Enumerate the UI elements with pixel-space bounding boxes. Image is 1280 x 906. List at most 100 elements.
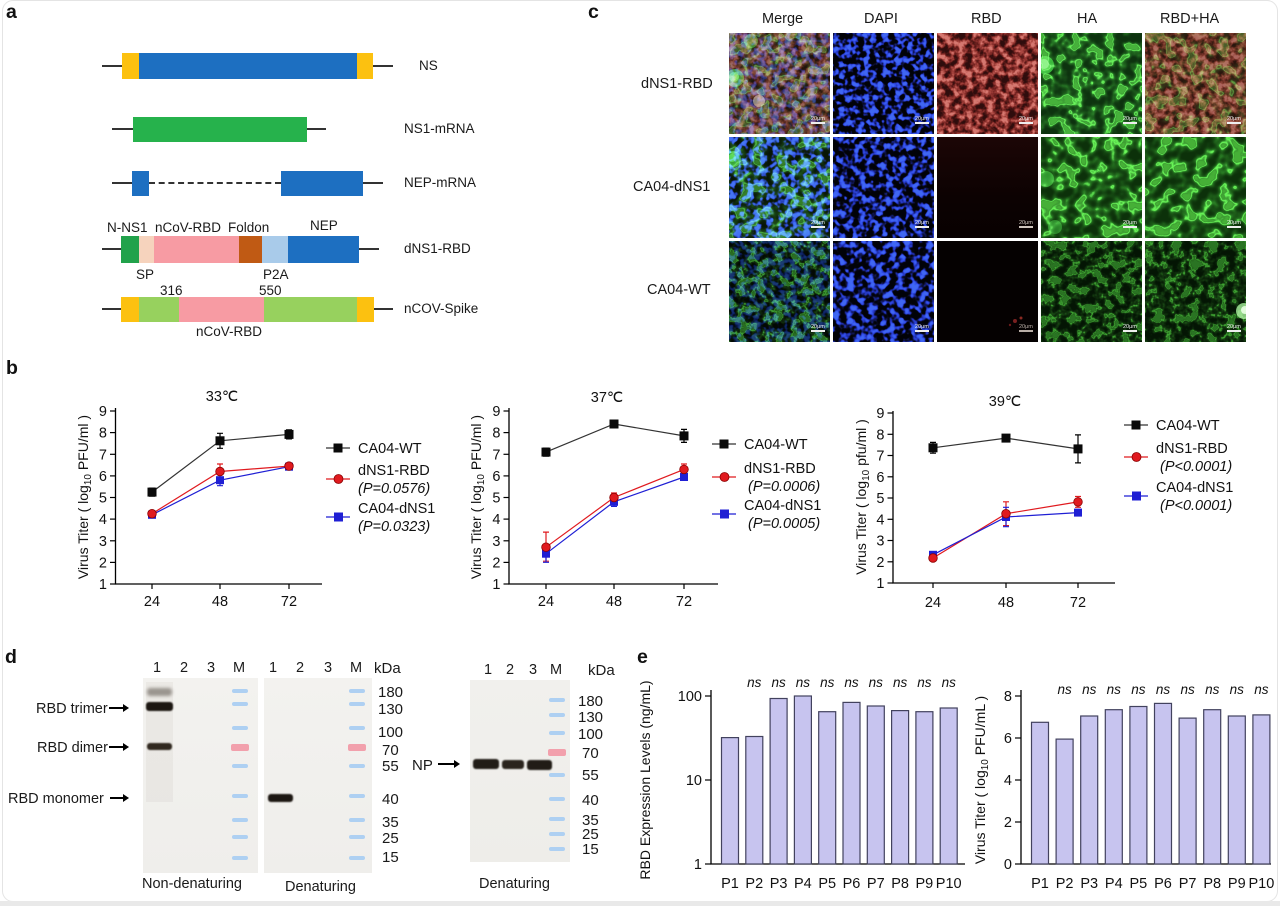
- svg-text:(P=0.0576): (P=0.0576): [358, 481, 430, 497]
- svg-text:RBD Expression Levels (ng/mL): RBD Expression Levels (ng/mL): [637, 680, 653, 879]
- svg-text:Virus Titer ( log10 PFU/ml ): Virus Titer ( log10 PFU/ml ): [75, 415, 94, 579]
- svg-text:20μm: 20μm: [1019, 324, 1033, 330]
- svg-text:6: 6: [1004, 731, 1012, 747]
- svg-text:ns: ns: [869, 675, 884, 690]
- svg-text:dNS1-RBD: dNS1-RBD: [1156, 441, 1228, 457]
- svg-text:2: 2: [1004, 815, 1012, 831]
- svg-text:(P<0.0001): (P<0.0001): [1160, 498, 1232, 514]
- svg-text:2: 2: [876, 555, 884, 571]
- svg-text:P7: P7: [867, 876, 885, 892]
- svg-text:24: 24: [925, 595, 941, 611]
- svg-text:P8: P8: [891, 876, 909, 892]
- svg-text:P5: P5: [1130, 876, 1148, 892]
- svg-text:ns: ns: [771, 675, 786, 690]
- svg-text:10: 10: [686, 773, 702, 789]
- svg-text:1: 1: [492, 577, 500, 593]
- svg-text:ns: ns: [844, 675, 859, 690]
- svg-text:ns: ns: [796, 675, 811, 690]
- svg-text:39℃: 39℃: [989, 394, 1021, 410]
- svg-text:ns: ns: [1156, 682, 1171, 697]
- svg-text:20μm: 20μm: [811, 220, 825, 226]
- svg-text:(P<0.0001): (P<0.0001): [1160, 459, 1232, 475]
- svg-text:ns: ns: [917, 675, 932, 690]
- svg-text:7: 7: [99, 447, 107, 463]
- svg-text:CA04-dNS1: CA04-dNS1: [358, 501, 435, 517]
- svg-text:0: 0: [1004, 857, 1012, 873]
- svg-text:8: 8: [492, 426, 500, 442]
- svg-text:1: 1: [694, 857, 702, 873]
- svg-text:ns: ns: [1230, 682, 1245, 697]
- svg-text:dNS1-RBD: dNS1-RBD: [744, 461, 816, 477]
- svg-text:P9: P9: [1228, 876, 1246, 892]
- svg-text:20μm: 20μm: [811, 116, 825, 122]
- svg-text:Virus Titer ( log10 pfu/ml ): Virus Titer ( log10 pfu/ml ): [853, 419, 872, 575]
- svg-text:ns: ns: [1205, 682, 1220, 697]
- svg-text:20μm: 20μm: [1019, 220, 1033, 226]
- svg-text:1: 1: [876, 576, 884, 592]
- svg-text:P5: P5: [818, 876, 836, 892]
- svg-text:37℃: 37℃: [591, 390, 623, 406]
- svg-text:72: 72: [1070, 595, 1086, 611]
- svg-text:CA04-dNS1: CA04-dNS1: [744, 498, 821, 514]
- svg-text:ns: ns: [1082, 682, 1097, 697]
- svg-text:20μm: 20μm: [915, 324, 929, 330]
- svg-text:P4: P4: [794, 876, 812, 892]
- svg-text:8: 8: [99, 426, 107, 442]
- svg-text:P6: P6: [843, 876, 861, 892]
- svg-text:P1: P1: [1031, 876, 1049, 892]
- svg-text:6: 6: [876, 470, 884, 486]
- svg-text:4: 4: [1004, 773, 1012, 789]
- svg-text:Virus Titer ( log10 PFU/ml ): Virus Titer ( log10 PFU/ml ): [468, 415, 487, 579]
- svg-text:P10: P10: [936, 876, 962, 892]
- svg-text:ns: ns: [942, 675, 957, 690]
- svg-text:P8: P8: [1203, 876, 1221, 892]
- svg-text:20μm: 20μm: [1123, 324, 1137, 330]
- svg-text:P6: P6: [1154, 876, 1172, 892]
- svg-text:P2: P2: [1056, 876, 1074, 892]
- svg-text:7: 7: [492, 447, 500, 463]
- svg-text:3: 3: [99, 534, 107, 550]
- svg-text:ns: ns: [1107, 682, 1122, 697]
- svg-text:dNS1-RBD: dNS1-RBD: [358, 463, 430, 479]
- svg-text:(P=0.0005): (P=0.0005): [748, 516, 820, 532]
- svg-text:ns: ns: [1131, 682, 1146, 697]
- svg-text:8: 8: [1004, 689, 1012, 705]
- svg-text:3: 3: [492, 534, 500, 550]
- svg-text:ns: ns: [1180, 682, 1195, 697]
- svg-text:9: 9: [876, 406, 884, 422]
- svg-text:20μm: 20μm: [1227, 220, 1241, 226]
- svg-text:P3: P3: [1080, 876, 1098, 892]
- svg-text:ns: ns: [1057, 682, 1072, 697]
- svg-text:5: 5: [99, 491, 107, 507]
- svg-text:20μm: 20μm: [1123, 220, 1137, 226]
- svg-text:20μm: 20μm: [811, 324, 825, 330]
- svg-text:4: 4: [492, 512, 500, 528]
- svg-text:CA04-WT: CA04-WT: [358, 441, 422, 457]
- svg-text:P1: P1: [721, 876, 739, 892]
- svg-text:ns: ns: [1254, 682, 1269, 697]
- svg-text:P2: P2: [745, 876, 763, 892]
- svg-text:ns: ns: [747, 675, 762, 690]
- svg-text:ns: ns: [893, 675, 908, 690]
- svg-text:48: 48: [606, 594, 622, 610]
- svg-text:CA04-dNS1: CA04-dNS1: [1156, 480, 1233, 496]
- svg-text:Virus Titer ( log10 PFU/mL ): Virus Titer ( log10 PFU/mL ): [972, 696, 991, 864]
- svg-text:2: 2: [99, 555, 107, 571]
- svg-text:8: 8: [876, 427, 884, 443]
- svg-text:1: 1: [99, 577, 107, 593]
- svg-text:24: 24: [144, 594, 160, 610]
- svg-text:CA04-WT: CA04-WT: [1156, 418, 1220, 434]
- svg-text:20μm: 20μm: [1227, 324, 1241, 330]
- svg-text:7: 7: [876, 449, 884, 465]
- svg-text:P9: P9: [916, 876, 934, 892]
- svg-text:100: 100: [678, 689, 702, 705]
- svg-text:20μm: 20μm: [1019, 116, 1033, 122]
- svg-text:6: 6: [99, 469, 107, 485]
- svg-text:(P=0.0323): (P=0.0323): [358, 519, 430, 535]
- svg-text:20μm: 20μm: [915, 116, 929, 122]
- svg-text:CA04-WT: CA04-WT: [744, 437, 808, 453]
- svg-text:P7: P7: [1179, 876, 1197, 892]
- svg-text:20μm: 20μm: [1123, 116, 1137, 122]
- svg-text:72: 72: [676, 594, 692, 610]
- svg-text:33℃: 33℃: [206, 389, 238, 405]
